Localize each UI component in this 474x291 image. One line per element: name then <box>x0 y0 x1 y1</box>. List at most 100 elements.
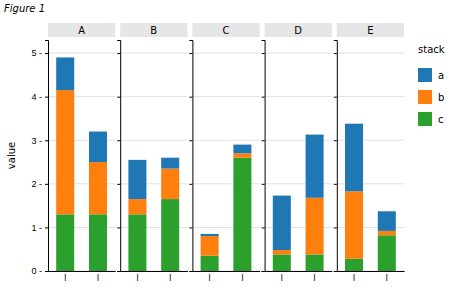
tick-mark <box>45 53 48 54</box>
bar-segment <box>161 158 179 169</box>
tick-mark <box>189 53 192 54</box>
axis-line <box>337 271 404 272</box>
grid-line <box>120 140 187 141</box>
bar-segment <box>233 145 251 154</box>
bar-segment <box>273 254 291 271</box>
bar-segment <box>56 214 74 271</box>
facet-title: D <box>294 25 302 36</box>
grid <box>337 53 404 271</box>
bars <box>273 135 324 271</box>
strip <box>337 23 404 37</box>
tick-mark <box>117 227 120 228</box>
grid-line <box>192 96 259 97</box>
grid <box>48 53 115 271</box>
grid-line <box>337 53 404 54</box>
grid-line <box>265 96 332 97</box>
tick-mark <box>334 97 337 98</box>
tick-label: l <box>64 273 66 283</box>
bar-segment <box>378 235 396 271</box>
strip <box>48 23 115 37</box>
tick <box>334 227 337 228</box>
grid-line <box>192 53 259 54</box>
tick <box>334 97 337 98</box>
tick: l <box>209 273 211 283</box>
tick-label: l <box>97 273 99 283</box>
tick-mark <box>189 140 192 141</box>
tick-label: 0 - <box>31 266 42 276</box>
axis-line <box>265 271 332 272</box>
tick-label: 4 - <box>31 92 42 102</box>
bar-segment <box>89 162 107 214</box>
facet: llD <box>262 23 333 283</box>
tick: 3 - <box>31 136 48 146</box>
legend-item: c <box>418 112 444 126</box>
bar-segment <box>128 214 146 271</box>
bar-segment <box>201 236 219 256</box>
tick-label: 3 - <box>31 136 42 146</box>
x-axis: ll <box>265 272 332 284</box>
bar-segment <box>306 198 324 255</box>
grid <box>192 53 259 271</box>
x-axis: ll <box>337 272 404 284</box>
strip <box>120 23 187 37</box>
axis-line <box>193 271 260 272</box>
tick: l <box>314 273 316 283</box>
tick-mark <box>45 97 48 98</box>
facet: llE <box>334 23 405 283</box>
tick-mark <box>45 184 48 185</box>
tick-mark <box>334 271 337 272</box>
legend: stackabc <box>418 44 445 126</box>
tick <box>117 140 120 141</box>
tick-label: l <box>241 273 243 283</box>
tick-mark <box>262 271 265 272</box>
axis-line <box>45 41 49 272</box>
bar-segment <box>161 199 179 271</box>
tick <box>189 97 192 98</box>
tick <box>117 97 120 98</box>
bar-segment <box>306 135 324 198</box>
tick-label: 1 - <box>31 223 42 233</box>
tick-mark <box>189 271 192 272</box>
y-axis: 0 -1 -2 -3 -4 -5 - <box>31 41 48 277</box>
legend-swatch <box>418 112 432 126</box>
bar-segment <box>128 199 146 214</box>
bars <box>128 158 179 271</box>
tick <box>334 53 337 54</box>
tick: l <box>241 273 243 283</box>
bar-segment <box>345 124 363 192</box>
tick <box>189 140 192 141</box>
x-axis: ll <box>121 272 188 284</box>
grid-line <box>120 96 187 97</box>
bars <box>345 124 396 271</box>
y-axis <box>334 41 338 272</box>
tick <box>334 184 337 185</box>
tick: l <box>281 273 283 283</box>
y-axis <box>117 41 121 272</box>
facet-title: C <box>223 25 230 36</box>
grid-line <box>192 140 259 141</box>
bar-segment <box>201 256 219 271</box>
bar-segment <box>273 196 291 250</box>
tick: 0 - <box>31 266 48 276</box>
tick-label: l <box>386 273 388 283</box>
tick-mark <box>334 53 337 54</box>
x-axis: ll <box>49 272 116 284</box>
grid-line <box>265 53 332 54</box>
facet-title: A <box>78 25 85 36</box>
axis-line <box>189 41 193 272</box>
strip <box>192 23 259 37</box>
tick-mark <box>262 227 265 228</box>
tick-mark <box>189 184 192 185</box>
tick <box>262 140 265 141</box>
grid <box>120 53 187 271</box>
tick <box>262 227 265 228</box>
tick-label: l <box>169 273 171 283</box>
bars <box>56 57 107 271</box>
tick <box>262 271 265 272</box>
tick-label: l <box>281 273 283 283</box>
tick-mark <box>45 227 48 228</box>
tick-mark <box>189 97 192 98</box>
tick: 5 - <box>31 48 48 58</box>
facet-title: B <box>150 25 157 36</box>
bar-segment <box>201 234 219 236</box>
